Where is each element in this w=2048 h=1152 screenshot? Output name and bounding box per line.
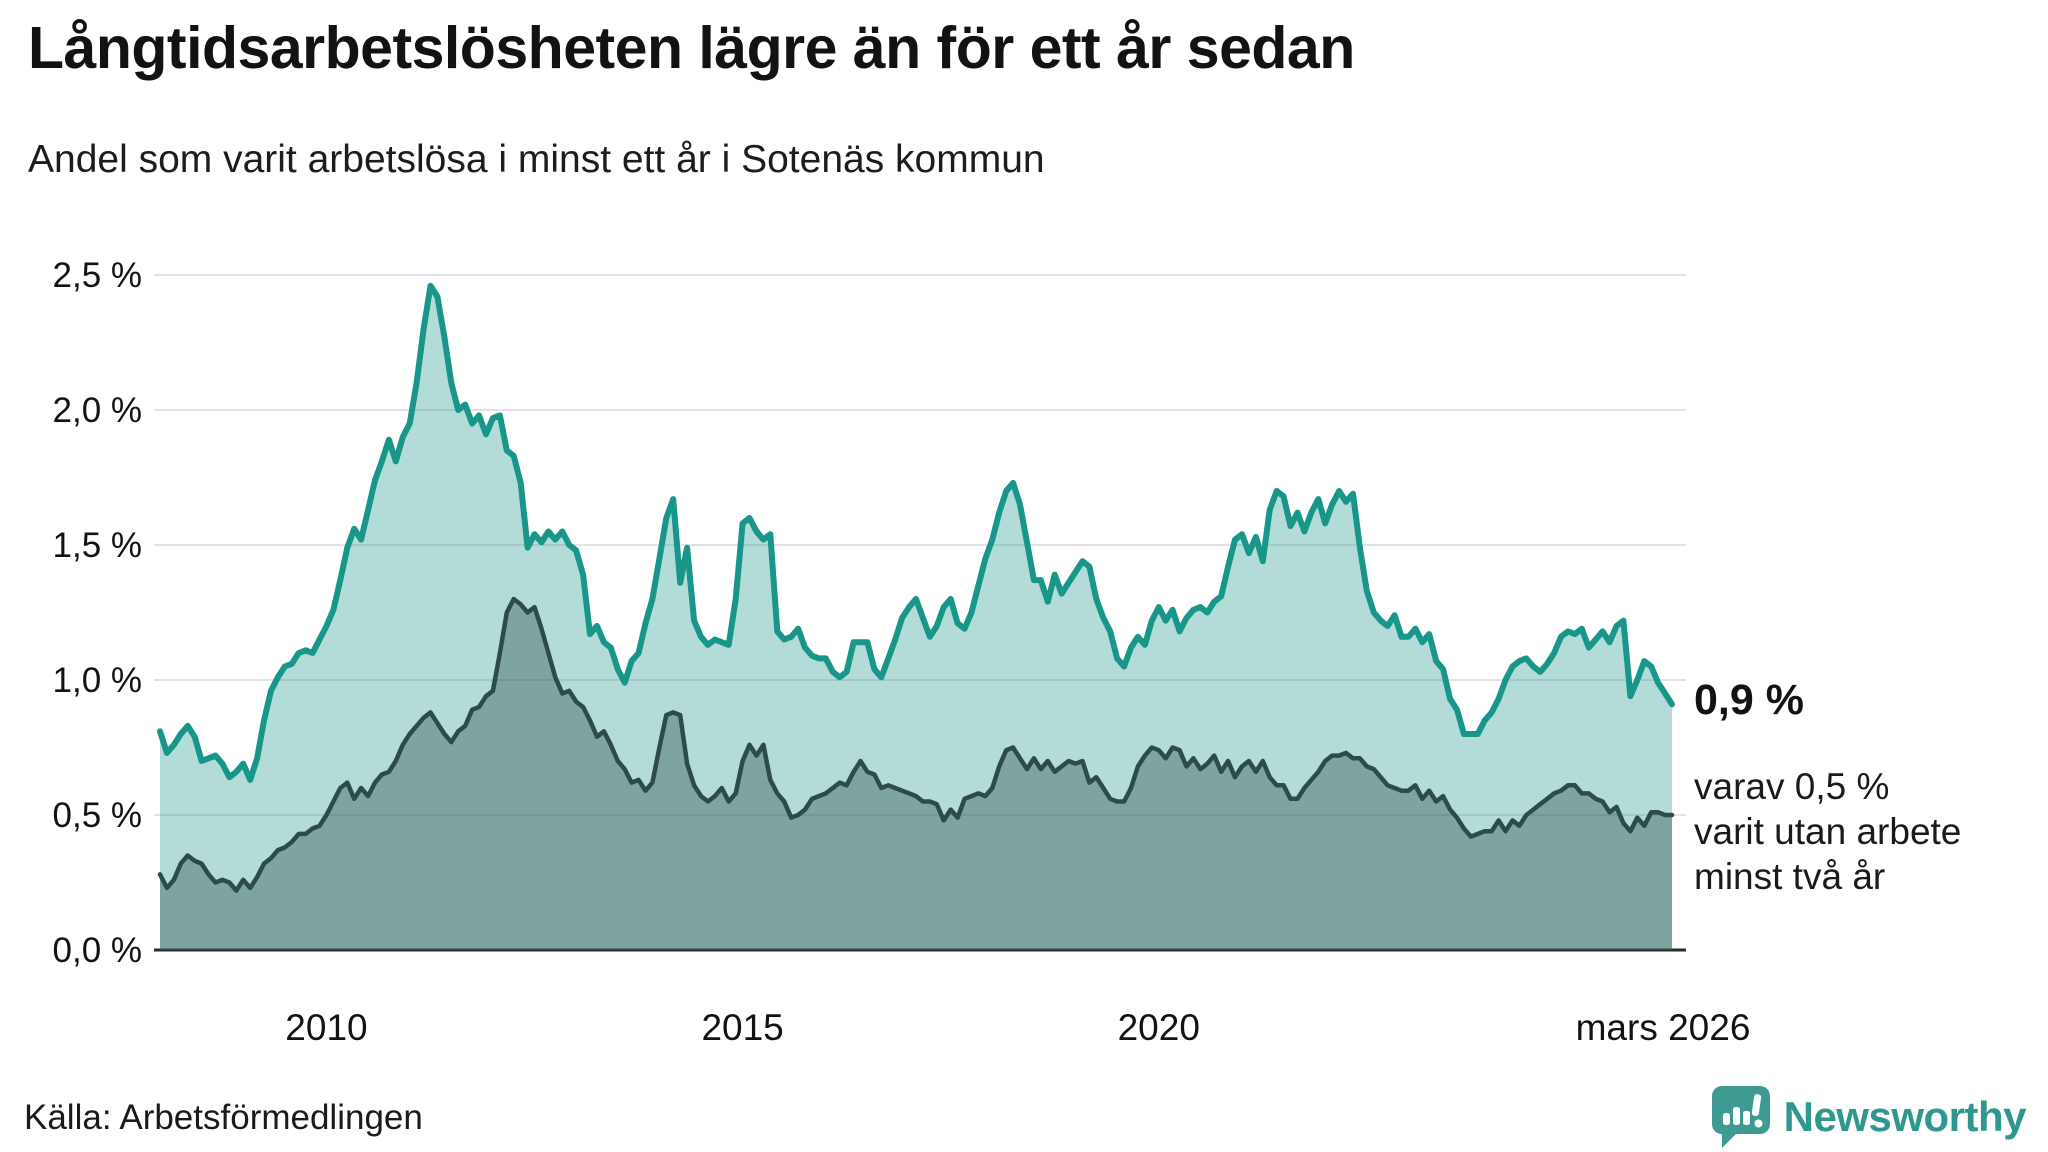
source-caption: Källa: Arbetsförmedlingen bbox=[24, 1098, 423, 1137]
secondary-annotation-line3: minst två år bbox=[1694, 856, 1886, 897]
y-axis-tick-label: 2,0 % bbox=[53, 391, 143, 430]
x-axis-tick-label: 2015 bbox=[701, 1007, 783, 1048]
x-axis-tick-label: 2010 bbox=[285, 1007, 367, 1048]
newsworthy-logo-icon bbox=[1711, 1086, 1770, 1148]
secondary-annotation-line2: varit utan arbete bbox=[1694, 811, 1962, 852]
series-line-min-ett-ar bbox=[157, 282, 1675, 783]
series-area-min-ett-ar bbox=[160, 285, 1672, 950]
series-area-min-tva-ar bbox=[160, 599, 1672, 950]
y-axis-tick-label: 1,0 % bbox=[53, 661, 143, 700]
newsworthy-logo: Newsworthy bbox=[1711, 1086, 2027, 1148]
y-axis-tick-label: 0,0 % bbox=[53, 931, 143, 970]
y-axis-tick-label: 0,5 % bbox=[53, 796, 143, 835]
latest-value-label: 0,9 % bbox=[1694, 676, 1804, 724]
x-axis-tick-label: 2020 bbox=[1118, 1007, 1200, 1048]
secondary-annotation: varav 0,5 % varit utan arbete minst två … bbox=[1694, 764, 1961, 899]
y-axis-tick-label: 1,5 % bbox=[53, 526, 143, 565]
x-axis-tick-label: mars 2026 bbox=[1576, 1007, 1751, 1048]
page-title: Långtidsarbetslösheten lägre än för ett … bbox=[28, 15, 1355, 81]
secondary-annotation-line1: varav 0,5 % bbox=[1694, 766, 1890, 807]
y-axis-tick-label: 2,5 % bbox=[53, 256, 143, 295]
chart-subtitle: Andel som varit arbetslösa i minst ett å… bbox=[28, 138, 1045, 181]
series-line-min-tva-ar bbox=[157, 596, 1675, 893]
newsworthy-logo-text: Newsworthy bbox=[1783, 1093, 2027, 1140]
